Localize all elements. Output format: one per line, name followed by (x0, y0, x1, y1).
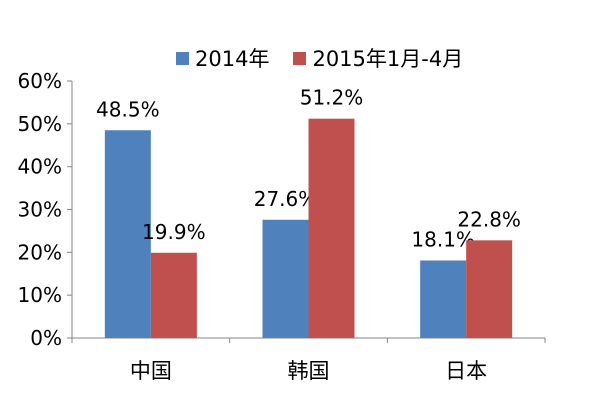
legend-item-series-1: 2014年 (176, 43, 269, 73)
y-tick-label: 20% (18, 240, 62, 264)
data-label: 51.2% (300, 86, 364, 110)
bar-1 (104, 130, 151, 338)
legend-swatch-series-1 (176, 51, 189, 65)
y-tick-label: 0% (30, 326, 62, 350)
x-tick-label: 韩国 (288, 359, 330, 383)
y-tick-label: 40% (18, 155, 62, 179)
data-label: 48.5% (96, 97, 160, 121)
y-tick-label: 60% (18, 69, 62, 93)
data-label: 18.1% (411, 227, 475, 251)
data-label: 19.9% (142, 220, 206, 244)
legend-swatch-series-2 (293, 51, 307, 65)
data-label: 27.6% (254, 187, 318, 211)
bar-2 (466, 240, 513, 338)
data-label: 22.8% (457, 207, 521, 231)
legend-label-series-1: 2014年 (195, 47, 270, 71)
x-tick-label: 中国 (130, 359, 172, 383)
bar-2 (150, 252, 197, 338)
bar-2 (308, 118, 355, 339)
legend-item-series-2: 2015年1月-4月 (293, 43, 463, 73)
y-tick-label: 50% (18, 112, 62, 136)
bar-1 (420, 260, 467, 338)
x-tick-label: 日本 (445, 359, 487, 383)
y-tick-label: 30% (18, 198, 62, 222)
y-tick-label: 10% (18, 283, 62, 307)
legend-label-series-2: 2015年1月-4月 (312, 47, 464, 71)
legend: 2014年 2015年1月-4月 (176, 44, 487, 72)
bar-1 (262, 219, 309, 338)
